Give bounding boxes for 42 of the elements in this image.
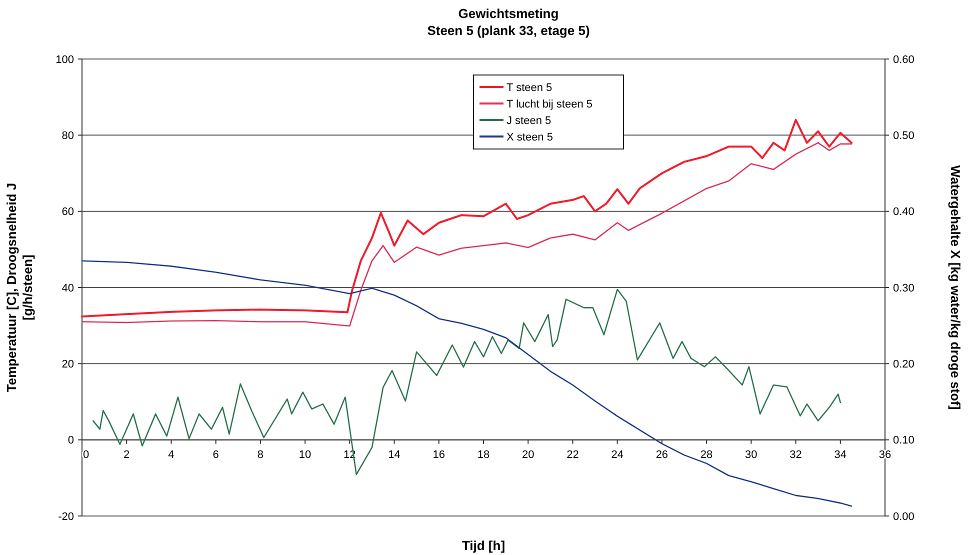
y-tick-label: 20 (62, 358, 74, 371)
y2-tick-label: 0.30 (893, 282, 914, 294)
x-tick-label: 22 (566, 448, 579, 461)
y2-tick-label: 0.50 (893, 130, 914, 142)
line-series (81, 260, 852, 507)
legend-label: T steen 5 (506, 82, 552, 94)
y2-tick-label: 0.60 (893, 54, 914, 66)
x-tick-label: 30 (745, 448, 758, 461)
x-tick-label: 32 (790, 448, 802, 461)
x-axis-title: Tijd [h] (462, 538, 506, 553)
x-tick-label: 20 (522, 448, 534, 461)
y-axis-title: Temperatuur [C], Droogsnelheid J [g/h/steen] (4, 182, 35, 392)
y-tick-label: 100 (56, 54, 74, 66)
x-tick-label: 34 (834, 448, 847, 461)
y-tick-label: 0 (68, 434, 74, 447)
x-tick-label: 8 (257, 448, 264, 461)
x-tick-label: 4 (168, 448, 174, 461)
x-tick-label: 14 (388, 448, 400, 461)
line-series (81, 142, 852, 327)
y-tick-label: 40 (62, 282, 74, 294)
x-tick-label: 2 (124, 448, 130, 461)
legend-label: X steen 5 (506, 131, 553, 144)
y-tick-label: -20 (58, 510, 74, 523)
x-tick-label: 0 (82, 448, 90, 461)
x-tick-label: 16 (432, 448, 446, 461)
y2-axis-title: Watergehalte X [kg water/kg droge stof] (948, 165, 963, 410)
x-tick-label: 10 (298, 448, 312, 461)
chart-subtitle: Steen 5 (plank 33, etage 5) (427, 23, 590, 38)
legend-label: T lucht bij steen 5 (506, 98, 593, 110)
legend-label: J steen 5 (506, 114, 552, 127)
y-tick-label: 60 (62, 206, 74, 218)
y2-tick-label: 0.20 (893, 358, 914, 371)
x-tick-label: 18 (477, 448, 490, 461)
y2-tick-label: 0.00 (893, 510, 914, 523)
x-tick-label: 28 (700, 448, 713, 461)
y2-tick-label: 0.40 (893, 206, 914, 218)
x-tick-label: 24 (611, 448, 624, 461)
y-tick-label: 80 (62, 130, 74, 142)
x-tick-label: 26 (656, 448, 668, 461)
y2-tick-label: 0.10 (893, 434, 914, 447)
x-tick-label: 6 (212, 448, 219, 461)
chart-title: Gewichtsmeting (458, 6, 559, 21)
